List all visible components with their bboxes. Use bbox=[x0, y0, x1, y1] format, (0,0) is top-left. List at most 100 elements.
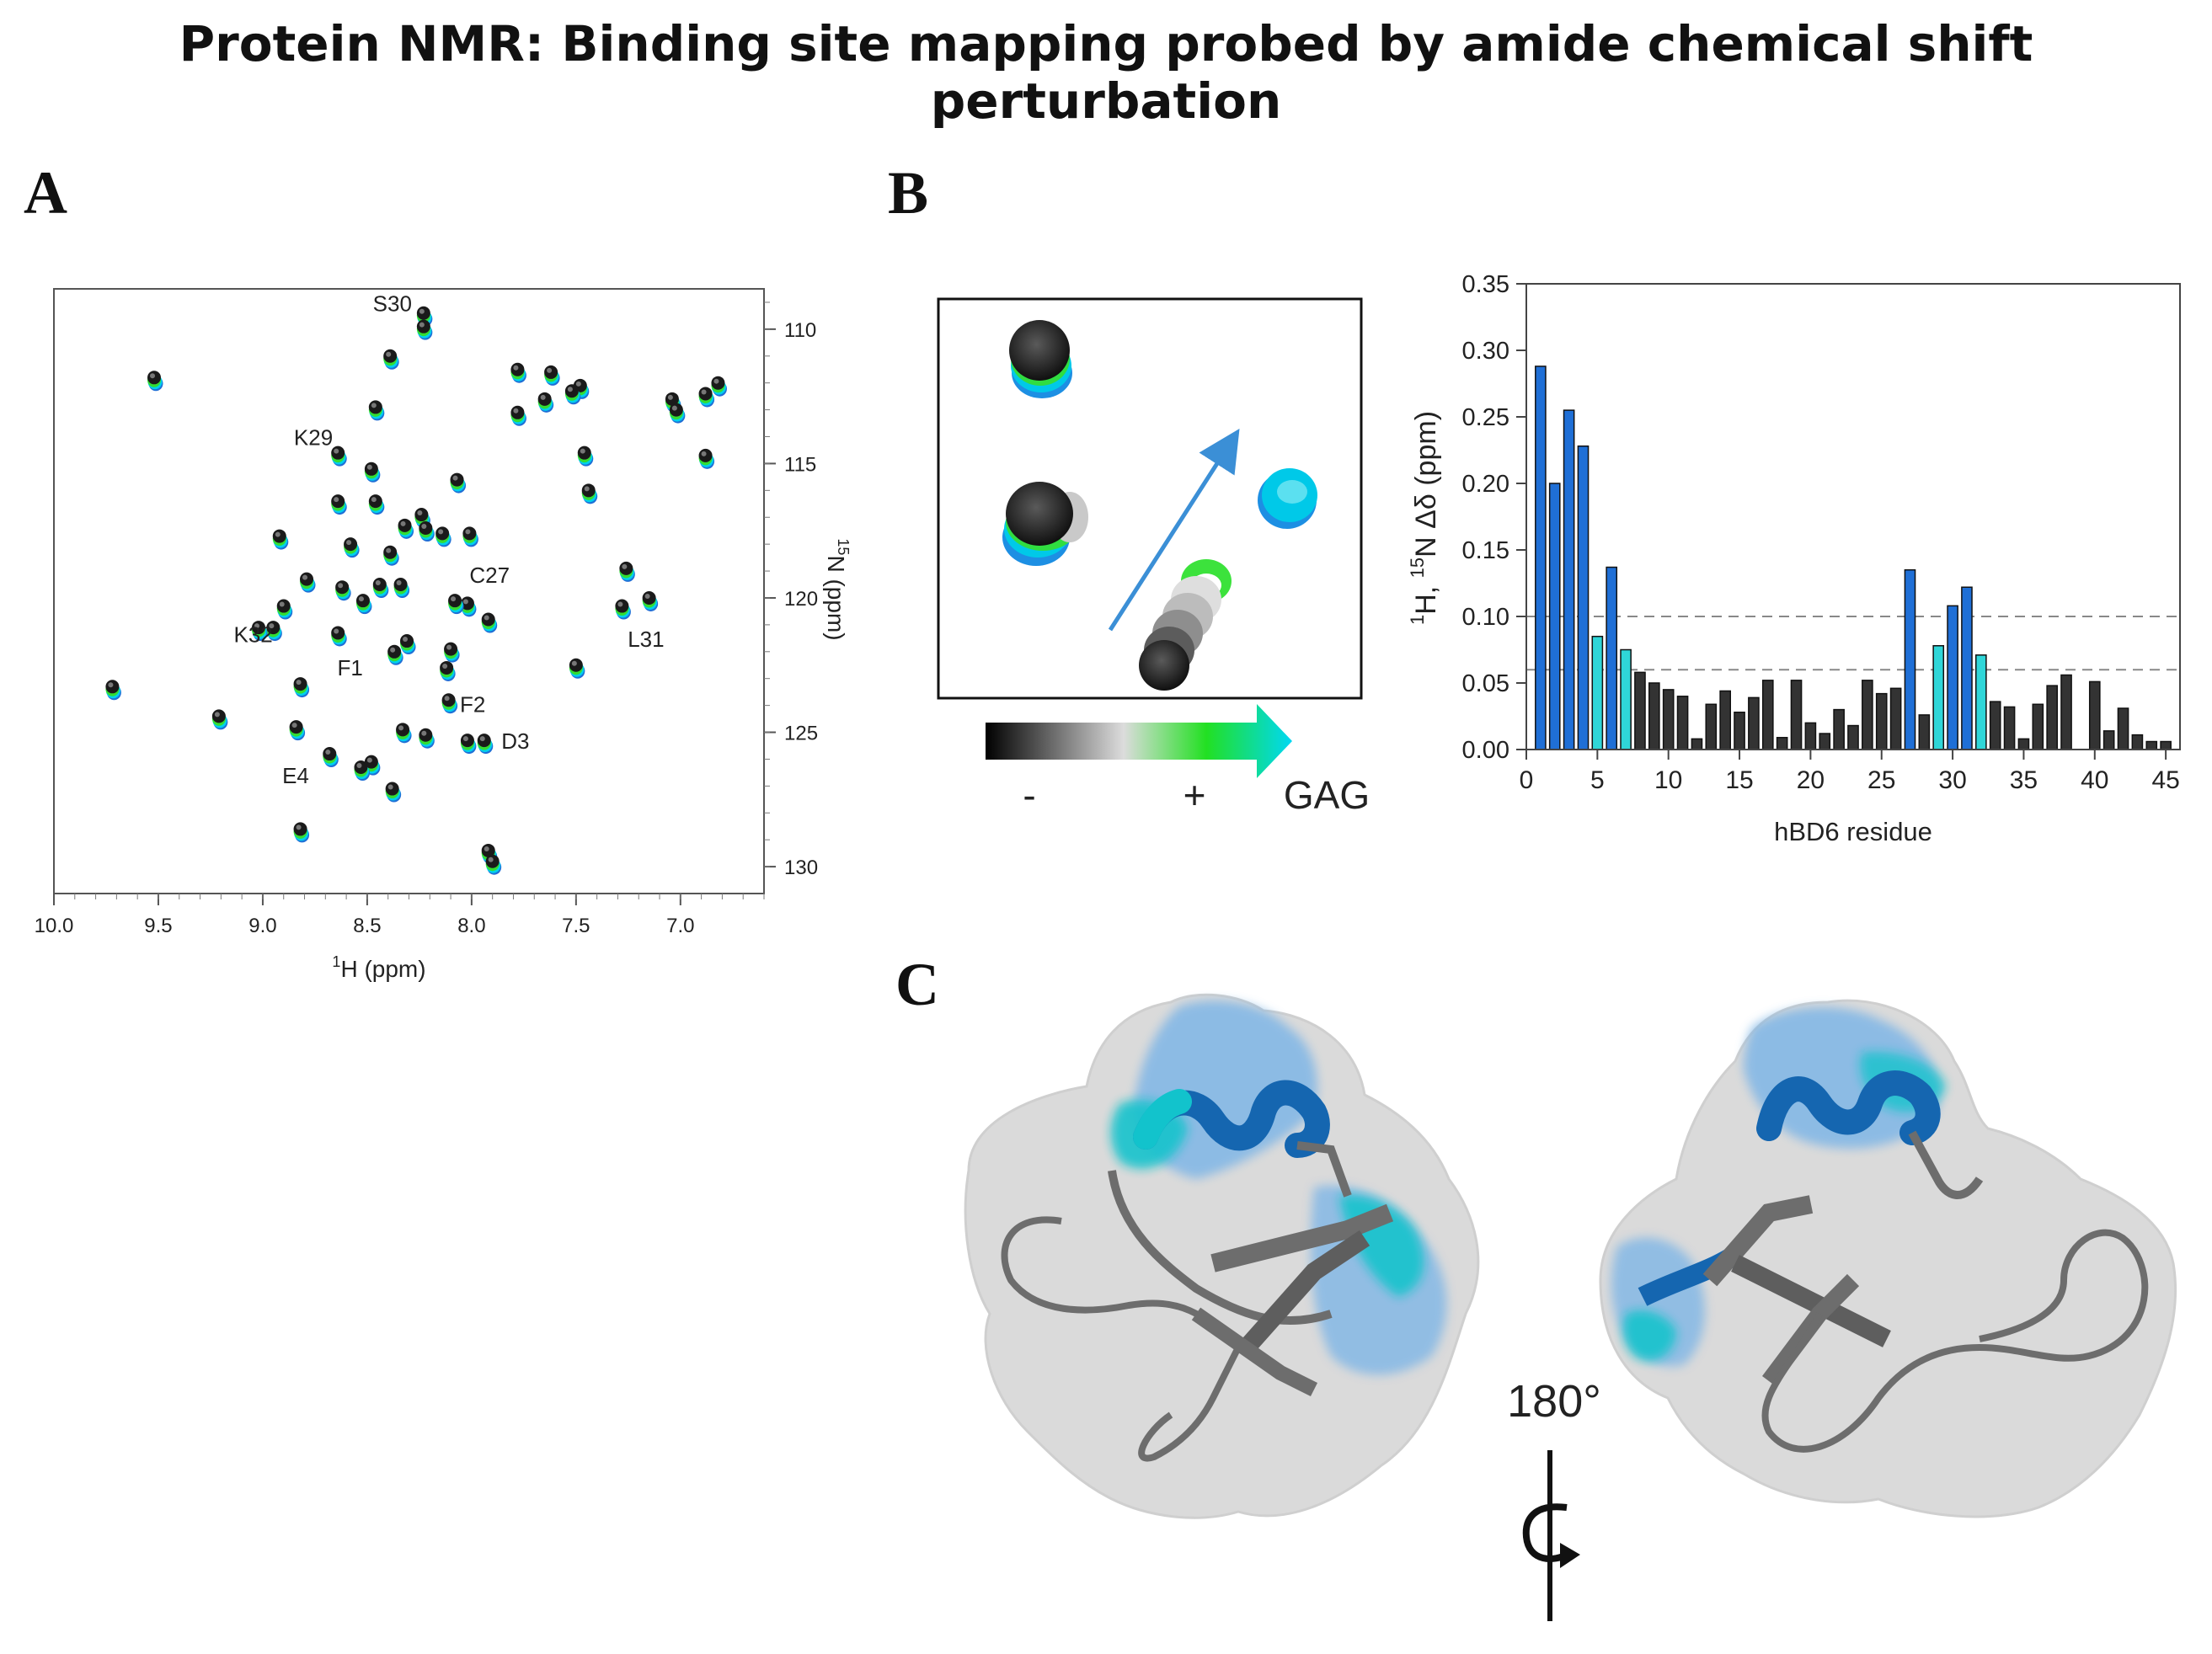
hsqc-x-axis: 10.0 9.5 9.0 8.5 8.0 7.5 7.0 bbox=[35, 894, 765, 937]
bar-residue-10 bbox=[1662, 689, 1675, 750]
left-loop-2 bbox=[1108, 1170, 1333, 1326]
hsqc-peak-label: C27 bbox=[469, 563, 510, 588]
hsqc-peak-highlight bbox=[421, 524, 427, 530]
panel-label-c: C bbox=[895, 951, 939, 1018]
hsqc-peak-label: S30 bbox=[373, 291, 412, 316]
bar-y-tick-label: 0.05 bbox=[1462, 670, 1509, 697]
hsqc-residue-labels: S30 K29 C27 L31 K32 F1 F2 D3 E4 bbox=[234, 291, 665, 787]
hsqc-x-tick-label: 7.0 bbox=[666, 915, 694, 937]
bar-residue-37 bbox=[2046, 685, 2058, 750]
inset-peak-1 bbox=[1009, 320, 1072, 398]
bar-residue-1 bbox=[1535, 365, 1547, 750]
bar-residue-35 bbox=[2017, 738, 2030, 750]
bar-y-tick-label: 0.30 bbox=[1462, 338, 1509, 365]
bar-residue-25 bbox=[1875, 692, 1888, 750]
hsqc-x-tick-label: 8.0 bbox=[457, 915, 485, 937]
bar-residue-6 bbox=[1606, 566, 1618, 750]
hsqc-peak-highlight bbox=[366, 757, 372, 763]
hsqc-peak-highlight bbox=[452, 475, 458, 481]
left-helix-cyan bbox=[1133, 1089, 1192, 1150]
hsqc-peak-highlight bbox=[644, 593, 650, 599]
bar-residue-20 bbox=[1804, 722, 1817, 750]
bar-chart-y-axis: 0.00 0.05 0.10 0.15 0.20 0.25 0.30 0.35 bbox=[1462, 271, 1526, 764]
bar-residue-2 bbox=[1548, 483, 1561, 750]
panel-label-b: B bbox=[888, 159, 929, 227]
bar-residue-30 bbox=[1947, 605, 1958, 750]
bar-residue-4 bbox=[1577, 446, 1590, 750]
bar-residue-16 bbox=[1748, 696, 1760, 750]
bar-chart-x-axis: 0 5 10 15 20 25 30 35 40 45 bbox=[1520, 750, 2180, 794]
hsqc-x-tick-label: 8.5 bbox=[353, 915, 381, 937]
bar-residue-11 bbox=[1676, 696, 1689, 750]
right-loop-1 bbox=[1908, 1130, 1984, 1199]
hsqc-peak-highlight bbox=[386, 547, 392, 553]
bar-chart-frame bbox=[1525, 283, 2181, 750]
hsqc-peak-highlight bbox=[302, 574, 308, 580]
bar-y-n: N Δδ (ppm) bbox=[1410, 411, 1442, 558]
bar-x-tick-label: 10 bbox=[1654, 766, 1682, 794]
hsqc-peak-highlight bbox=[667, 394, 673, 400]
hsqc-peak-highlight bbox=[338, 583, 344, 589]
hsqc-peak-highlight bbox=[291, 723, 297, 728]
hsqc-y-label: N (ppm) bbox=[823, 555, 849, 640]
bar-y-tick-label: 0.25 bbox=[1462, 404, 1509, 431]
hsqc-peak-label: E4 bbox=[282, 763, 309, 788]
bar-residue-17 bbox=[1761, 680, 1774, 750]
structure-view-right bbox=[1599, 999, 2177, 1518]
right-helix bbox=[1756, 1070, 1941, 1145]
bar-residue-31 bbox=[1961, 586, 1973, 750]
hsqc-peak-highlight bbox=[396, 580, 402, 586]
hsqc-x-label: H (ppm) bbox=[340, 956, 425, 982]
hsqc-peak-label: F1 bbox=[337, 655, 362, 680]
hsqc-x-tick-label: 7.5 bbox=[562, 915, 590, 937]
hsqc-peak-label: D3 bbox=[501, 728, 529, 754]
hsqc-peak-highlight bbox=[334, 448, 339, 454]
hsqc-peak-highlight bbox=[488, 856, 494, 862]
bar-residue-7 bbox=[1620, 648, 1632, 750]
hsqc-peak-highlight bbox=[622, 563, 628, 569]
left-strand-2 bbox=[1239, 1230, 1370, 1354]
hsqc-y-axis: 110 115 120 125 130 bbox=[764, 301, 818, 879]
hsqc-peak-highlight bbox=[400, 520, 406, 526]
hsqc-peak-highlight bbox=[108, 682, 114, 688]
right-strand-1 bbox=[1702, 1195, 1814, 1287]
bar-x-tick-label: 45 bbox=[2151, 766, 2179, 794]
hsqc-peak-highlight bbox=[398, 725, 404, 731]
gradient-minus-label: - bbox=[1023, 773, 1035, 817]
hsqc-y-sup: 15 bbox=[835, 538, 852, 555]
hsqc-y-tick-label: 120 bbox=[784, 588, 818, 611]
left-loop-3 bbox=[1001, 1216, 1242, 1462]
hsqc-y-tick-label: 130 bbox=[784, 856, 818, 879]
inset-peak-2 bbox=[1002, 482, 1088, 566]
bar-residue-45 bbox=[2160, 740, 2172, 750]
hsqc-peak-highlight bbox=[465, 529, 471, 535]
hsqc-peak-highlight bbox=[671, 405, 677, 411]
hsqc-peak-highlight bbox=[580, 448, 585, 454]
bar-residue-41 bbox=[2102, 730, 2115, 750]
bar-residue-34 bbox=[2003, 706, 2016, 750]
hsqc-peak-label: K32 bbox=[234, 622, 273, 648]
hsqc-y-axis-title: 15N (ppm) bbox=[823, 538, 852, 640]
bar-residue-14 bbox=[1719, 690, 1731, 750]
bar-residue-3 bbox=[1563, 409, 1575, 750]
bar-residue-44 bbox=[2145, 740, 2158, 750]
figure-title: Protein NMR: Binding site mapping probed… bbox=[179, 15, 2033, 130]
bar-residue-32 bbox=[1975, 654, 1987, 750]
hsqc-peak-highlight bbox=[547, 367, 553, 373]
structure-view-left bbox=[964, 993, 1480, 1519]
hsqc-peak-highlight bbox=[403, 637, 409, 643]
hsqc-peak-highlight bbox=[513, 408, 519, 414]
hsqc-peak-highlight bbox=[275, 531, 281, 537]
bar-x-tick-label: 20 bbox=[1797, 766, 1825, 794]
hsqc-peak-highlight bbox=[334, 497, 339, 503]
hsqc-peaks bbox=[105, 306, 727, 875]
inset-peak-trail bbox=[1139, 559, 1232, 691]
hsqc-peak-highlight bbox=[713, 378, 719, 384]
hsqc-peak-highlight bbox=[462, 736, 468, 742]
bar-residue-29 bbox=[1932, 645, 1945, 750]
hsqc-peak-highlight bbox=[419, 322, 425, 328]
hsqc-peak-highlight bbox=[417, 510, 423, 516]
hsqc-peak-highlight bbox=[444, 696, 450, 702]
